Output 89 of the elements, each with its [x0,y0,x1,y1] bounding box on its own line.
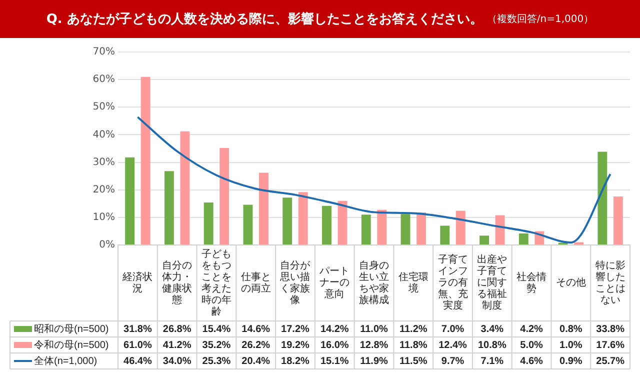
data-label: 34.0% [162,356,192,367]
data-label: 25.7% [596,356,625,367]
bar [322,206,332,244]
data-label: 26.8% [162,324,192,335]
data-label: 0.9% [560,356,582,367]
y-tick-label: 10% [92,212,115,224]
x-tick-label: 仕事との両立 [240,270,271,294]
y-tick-label: 70% [92,46,115,58]
bar [456,210,466,244]
x-tick-label: 出産や子育てに関する福祉制度 [477,254,508,312]
y-tick-label: 50% [92,102,115,113]
data-label: 4.2% [520,324,544,335]
data-label: 11.0% [360,324,388,335]
data-label: 19.2% [281,340,310,351]
bar [495,215,505,244]
data-label: 4.6% [520,356,544,367]
data-label: 10.8% [478,340,506,351]
x-tick-label: 社会情勢 [516,270,547,294]
data-label: 12.4% [438,340,468,351]
data-label: 3.4% [480,324,504,335]
bar [140,76,150,244]
bar [361,214,371,244]
bar [518,233,528,244]
data-label: 18.2% [281,356,310,367]
y-tick-label: 40% [92,129,115,140]
bar [598,152,608,244]
data-label: 1.0% [560,340,582,351]
data-label: 7.0% [441,324,464,335]
y-tick-label: 20% [92,184,115,196]
data-label: 35.2% [202,340,231,351]
x-tick-label: 住宅環境 [398,270,428,294]
bar [282,198,292,244]
data-label: 25.3% [202,356,231,367]
legend-label: 令和の母(n=500) [34,338,109,351]
legend-label: 全体(n=1,000) [34,354,98,367]
data-label: 12.8% [360,340,388,351]
data-label: 0.8% [560,324,582,335]
data-label: 17.2% [281,324,310,335]
bar [377,210,387,244]
bar [204,202,214,244]
data-label: 11.2% [399,324,428,335]
data-label: 61.0% [124,340,152,351]
data-label: 15.1% [320,356,349,367]
chart-title: Q. あなたが子どもの人数を決める際に、影響したことをお答えください。 [46,10,483,28]
x-tick-label: 子育てインフラの有無、充実度 [438,254,468,312]
x-tick-label: 自分が思い描く家族像 [279,259,312,306]
data-label: 20.4% [242,356,270,367]
data-label: 11.5% [399,356,428,367]
data-label: 11.9% [360,356,388,367]
y-tick-label: 0% [99,240,115,251]
x-tick-label: 自分の体力・健康状態 [162,259,192,306]
x-tick-label: 自身の生い立ちや家族構成 [359,259,389,306]
bar [480,236,490,244]
y-tick-label: 60% [92,74,115,86]
bar [416,212,426,244]
bar [400,214,410,244]
data-label: 31.8% [124,324,152,335]
x-tick-label: 経済状況 [122,270,153,294]
data-label: 26.2% [242,340,270,351]
bar [258,172,268,244]
bar [164,171,174,244]
data-label: 41.2% [162,340,192,351]
data-label: 33.8% [596,324,625,335]
bar [298,192,308,244]
legend-label: 昭和の母(n=500) [34,322,109,335]
data-label: 46.4% [124,356,152,367]
bar [243,204,253,244]
bar [220,148,230,244]
x-tick-label: パートナーの意向 [318,266,350,300]
x-tick-label: その他 [556,276,586,289]
data-label: 9.7% [441,356,464,367]
bar [613,196,623,244]
bar [180,131,190,244]
data-label: 14.2% [320,324,349,335]
bar [440,226,450,244]
x-tick-label: 子どもをもつことを考えた時の年齢 [201,248,232,318]
data-label: 11.8% [399,340,428,351]
data-label: 7.1% [480,356,504,367]
data-label: 16.0% [320,340,349,351]
data-label: 17.6% [596,340,625,351]
data-label: 14.6% [242,324,270,335]
bar [338,200,348,244]
line-series [136,116,612,244]
y-tick-label: 30% [92,156,115,168]
x-tick-label: 特に影響したことはない [595,259,626,306]
bar [125,157,135,244]
data-label: 5.0% [520,340,544,351]
chart-subtitle: （複数回答/n=1,000） [486,12,594,26]
data-label: 15.4% [202,324,231,335]
